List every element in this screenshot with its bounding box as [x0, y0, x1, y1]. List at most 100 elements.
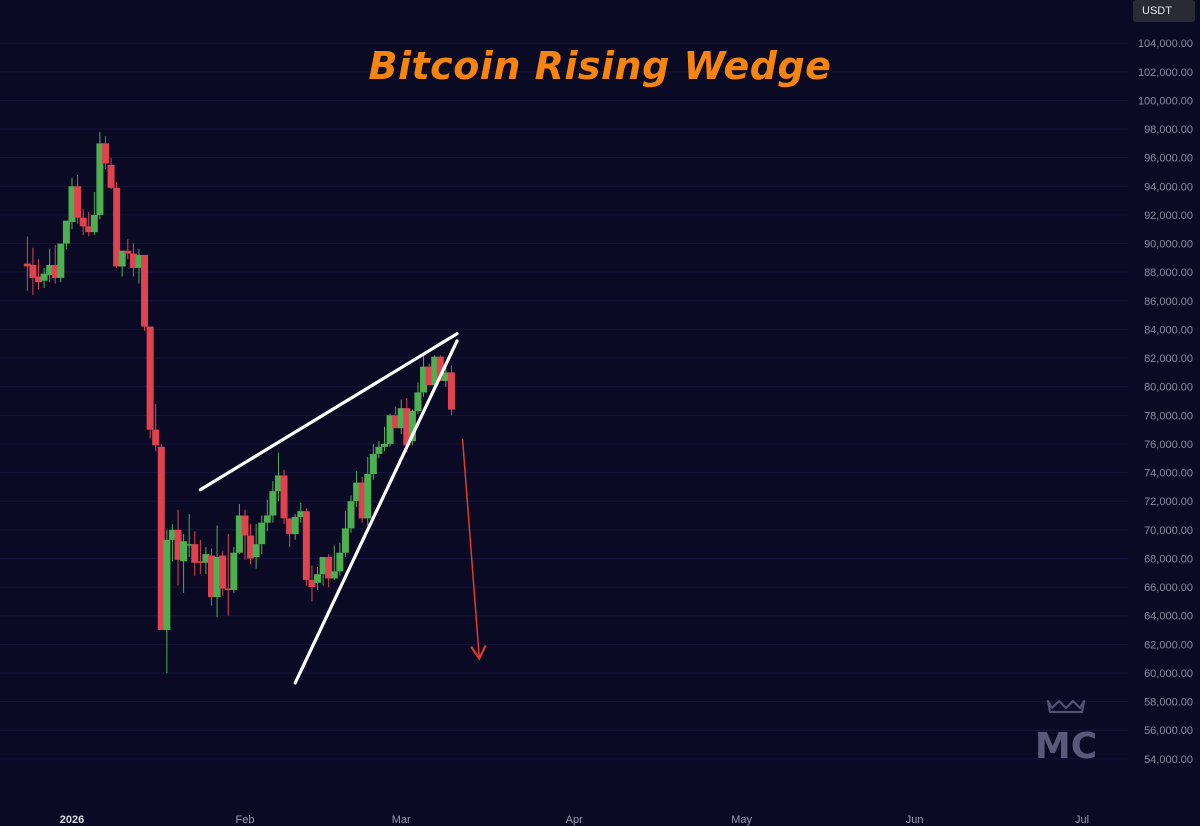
candle-body [196, 561, 204, 563]
candle-up [420, 353, 428, 397]
candle-down [101, 136, 109, 170]
candle-up [235, 504, 243, 555]
y-tick-label: 102,000.00 [1138, 67, 1193, 79]
candle-body [62, 220, 70, 244]
candle-up [90, 192, 98, 235]
candle-body [341, 528, 349, 553]
candle-down [358, 476, 366, 523]
candle-down [157, 443, 165, 631]
y-tick-label: 68,000.00 [1144, 553, 1193, 565]
candle-body [135, 255, 143, 268]
candle-down [247, 524, 255, 565]
candle-down [392, 406, 400, 429]
candle-up [185, 514, 193, 558]
y-tick-label: 96,000.00 [1144, 153, 1193, 165]
x-tick-label: Jun [906, 814, 924, 826]
y-tick-label: 90,000.00 [1144, 239, 1193, 251]
candle-up [274, 452, 282, 502]
candle-body [235, 515, 243, 553]
y-tick-label: 104,000.00 [1138, 38, 1193, 50]
candle-body [447, 372, 455, 410]
candle-down [208, 548, 216, 606]
candle-body [101, 143, 109, 164]
candle-body [113, 187, 121, 267]
candle-body [380, 443, 388, 447]
candle-body [124, 250, 132, 254]
y-tick-label: 66,000.00 [1144, 582, 1193, 594]
candle-up [397, 399, 405, 434]
candle-down [29, 247, 37, 296]
candle-body [35, 276, 43, 283]
candle-body [213, 557, 221, 598]
candle-down [51, 244, 59, 284]
candle-down [85, 212, 93, 237]
candle-body [118, 250, 126, 267]
candle-up [414, 382, 422, 414]
candle-body [146, 326, 154, 430]
watermark-logo: MC [1035, 699, 1097, 767]
candle-body [258, 522, 266, 545]
candle-body [152, 429, 160, 446]
candle-body [369, 453, 377, 474]
candle-down [286, 518, 294, 547]
candle-down [174, 509, 182, 586]
y-tick-label: 84,000.00 [1144, 324, 1193, 336]
candles-group [23, 131, 455, 673]
candle-body [46, 265, 54, 276]
x-tick-label: 2026 [60, 814, 84, 826]
breakdown-arrow [461, 438, 487, 661]
candle-up [353, 471, 361, 507]
candle-body [308, 579, 316, 588]
y-tick-label: 100,000.00 [1138, 95, 1193, 107]
wedge-lines-group [198, 332, 487, 685]
candle-up [364, 456, 372, 526]
y-tick-label: 64,000.00 [1144, 611, 1193, 623]
currency-unit-badge[interactable]: USDT [1133, 0, 1195, 22]
candle-body [408, 411, 416, 442]
candle-body [319, 557, 327, 575]
chart-title: Bitcoin Rising Wedge [368, 44, 832, 88]
candle-body [208, 555, 216, 598]
candle-body [386, 415, 394, 444]
candle-body [436, 356, 444, 381]
candle-up [258, 515, 266, 555]
watermark-text: MC [1035, 726, 1097, 767]
candle-body [57, 243, 65, 278]
candle-body [74, 186, 82, 218]
y-tick-label: 62,000.00 [1144, 639, 1193, 651]
y-tick-label: 60,000.00 [1144, 668, 1193, 680]
candle-body [180, 541, 188, 562]
candle-up [336, 542, 344, 576]
candle-up [297, 502, 305, 523]
y-tick-label: 72,000.00 [1144, 496, 1193, 508]
x-tick-label: May [731, 814, 752, 826]
candle-body [168, 529, 176, 540]
candle-up [263, 499, 271, 532]
candle-down [425, 363, 433, 386]
candle-up [135, 249, 143, 284]
candle-body [96, 143, 104, 215]
candle-down [35, 259, 43, 290]
lower-wedge-line [293, 339, 459, 685]
candle-down [302, 508, 310, 586]
candle-down [447, 365, 455, 416]
candle-body [302, 511, 310, 580]
candle-body [325, 557, 333, 579]
candle-body [403, 408, 411, 446]
candle-up [68, 177, 76, 230]
candle-up [386, 413, 394, 447]
candle-up [252, 524, 260, 569]
candle-up [330, 545, 338, 580]
candle-body [274, 475, 282, 492]
grid-lines [0, 42, 1128, 760]
crown-icon [1046, 699, 1086, 714]
candle-body [336, 552, 344, 572]
candle-body [174, 529, 182, 560]
candle-down [191, 531, 199, 576]
candle-body [185, 544, 193, 546]
candle-body [163, 539, 171, 631]
candle-body [141, 255, 149, 327]
candle-body [224, 588, 232, 590]
candle-body [397, 408, 405, 429]
